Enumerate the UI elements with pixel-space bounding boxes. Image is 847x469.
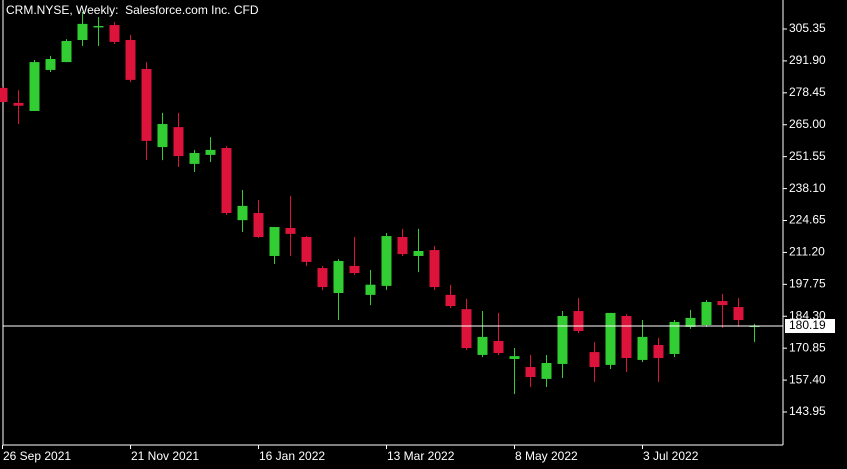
candle-body <box>381 236 392 286</box>
candle-body <box>413 250 424 256</box>
candle-body <box>461 309 472 349</box>
candle-body <box>525 367 536 378</box>
y-tick-label: 224.65 <box>789 213 826 227</box>
candle-body <box>509 356 520 359</box>
x-tick-label: 3 Jul 2022 <box>643 449 699 463</box>
candle-body <box>701 302 712 326</box>
chart-title: CRM.NYSE, Weekly: Salesforce.com Inc. CF… <box>6 3 259 17</box>
candle-body <box>189 152 200 164</box>
y-tick-label: 197.75 <box>789 277 826 291</box>
candle-body <box>333 260 344 293</box>
y-tick-label: 170.85 <box>789 340 826 354</box>
y-tick-label: 265.00 <box>789 117 826 131</box>
candle-body <box>301 236 312 262</box>
candle-body <box>173 127 184 157</box>
candle-body <box>29 62 40 111</box>
candle-body <box>157 124 168 148</box>
candle-body <box>717 301 728 306</box>
y-tick-label: 184.30 <box>789 308 826 322</box>
candle-body <box>109 25 120 42</box>
y-tick-label: 291.90 <box>789 53 826 67</box>
candle-body <box>365 284 376 295</box>
candle-body <box>61 40 72 63</box>
candle-body <box>285 227 296 234</box>
candle-body <box>237 205 248 221</box>
candle-body <box>589 352 600 368</box>
candle-body <box>637 336 648 360</box>
candle-body <box>493 340 504 354</box>
candle-body <box>77 23 88 41</box>
candle-body <box>669 321 680 354</box>
candle-body <box>13 102 24 106</box>
candle-body <box>477 336 488 355</box>
candle-body <box>141 68 152 141</box>
candle-body <box>269 227 280 256</box>
x-tick-label: 26 Sep 2021 <box>3 449 71 463</box>
y-tick-label: 211.20 <box>789 245 825 259</box>
candle-body <box>573 311 584 331</box>
candle-body <box>653 344 664 359</box>
x-tick-label: 8 May 2022 <box>515 449 578 463</box>
candle-body <box>45 59 56 70</box>
candle-body <box>93 26 104 28</box>
candle-body <box>429 250 440 288</box>
candle-body <box>205 149 216 155</box>
candle-body <box>605 312 616 365</box>
candle-body <box>317 268 328 288</box>
candle-body <box>397 236 408 255</box>
candle-body <box>0 87 8 102</box>
y-tick-label: 238.10 <box>789 181 826 195</box>
candle-body <box>253 213 264 237</box>
candle-body <box>557 316 568 364</box>
candle-body <box>733 307 744 321</box>
candle-body <box>349 265 360 274</box>
y-tick-label: 143.95 <box>789 404 826 418</box>
x-tick-label: 16 Jan 2022 <box>259 449 325 463</box>
last-price-label: 180.19 <box>789 318 826 332</box>
x-tick-label: 13 Mar 2022 <box>387 449 455 463</box>
y-tick-label: 251.55 <box>789 149 826 163</box>
candle-body <box>125 40 136 80</box>
y-tick-label: 305.35 <box>789 21 826 35</box>
last-price-box <box>785 319 835 334</box>
candle-body <box>621 316 632 359</box>
candle-body <box>541 363 552 379</box>
candle-body <box>445 294 456 307</box>
y-tick-label: 278.45 <box>789 85 826 99</box>
y-tick-label: 157.40 <box>789 372 826 386</box>
x-tick-label: 21 Nov 2021 <box>131 449 199 463</box>
candle-body <box>221 147 232 214</box>
candle-body <box>685 317 696 327</box>
